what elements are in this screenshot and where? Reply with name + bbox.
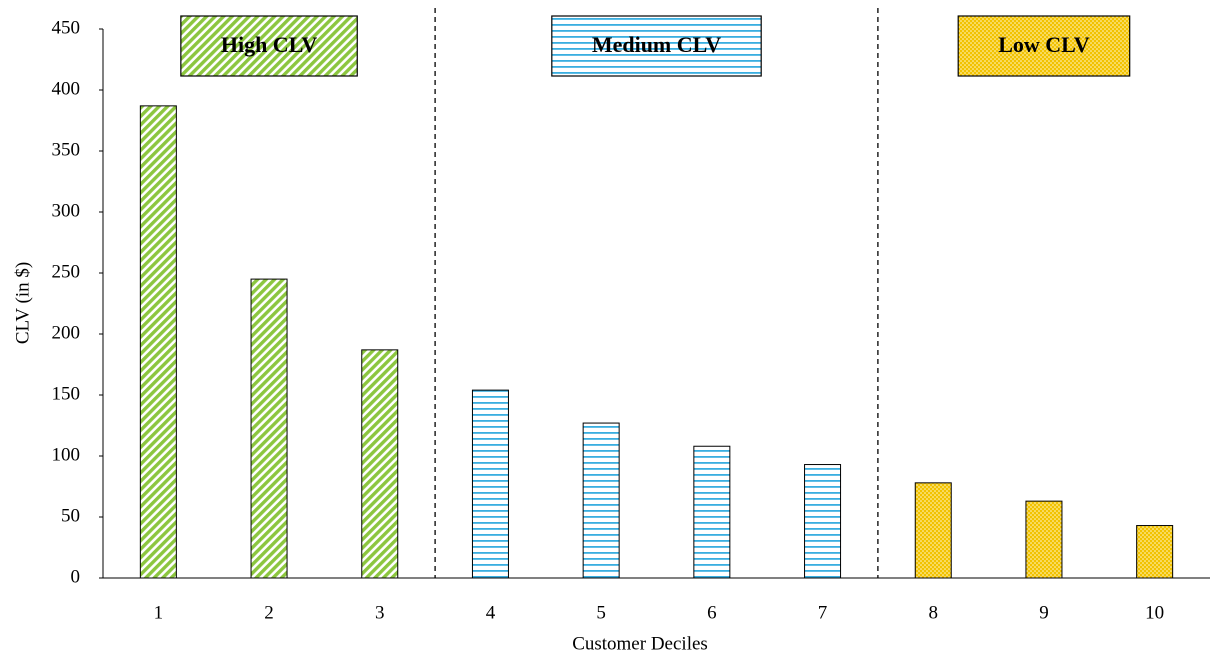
legend-label: High CLV [221,32,318,57]
x-tick-label: 1 [154,602,164,623]
bar [250,278,288,579]
y-tick-label: 0 [71,566,81,587]
bar [361,349,399,579]
bar [693,445,731,579]
x-tick-label: 10 [1145,602,1164,623]
legend-item: Low CLV [957,15,1131,77]
x-tick-label: 5 [596,602,606,623]
legend-item: Medium CLV [551,15,762,77]
y-tick-label: 150 [52,383,81,404]
y-tick-label: 300 [52,200,81,221]
x-tick-label: 8 [929,602,939,623]
legend-box [957,15,1131,77]
y-tick-label: 350 [52,139,81,160]
bar [1025,500,1063,579]
legend-label: Medium CLV [592,32,721,57]
y-tick-label: 200 [52,322,81,343]
x-tick-label: 3 [375,602,385,623]
bar [914,482,952,579]
x-tick-label: 4 [486,602,496,623]
legend-box [180,15,358,77]
y-tick-label: 50 [61,505,80,526]
x-tick-label: 6 [707,602,717,623]
legend-label: Low CLV [998,32,1090,57]
y-tick-label: 250 [52,261,81,282]
bar [139,105,177,579]
y-axis-title: CLV (in $) [12,262,33,344]
bar [1136,525,1174,579]
y-tick-label: 100 [52,444,81,465]
legend-item: High CLV [180,15,358,77]
x-tick-label: 9 [1039,602,1049,623]
legend-box [551,15,762,77]
x-tick-label: 7 [818,602,828,623]
x-tick-label: 2 [264,602,274,623]
y-tick-label: 450 [52,17,81,38]
bar [582,422,620,579]
bar [804,464,842,579]
x-axis-title: Customer Deciles [572,633,708,654]
y-tick-label: 400 [52,78,81,99]
bar [471,389,509,579]
